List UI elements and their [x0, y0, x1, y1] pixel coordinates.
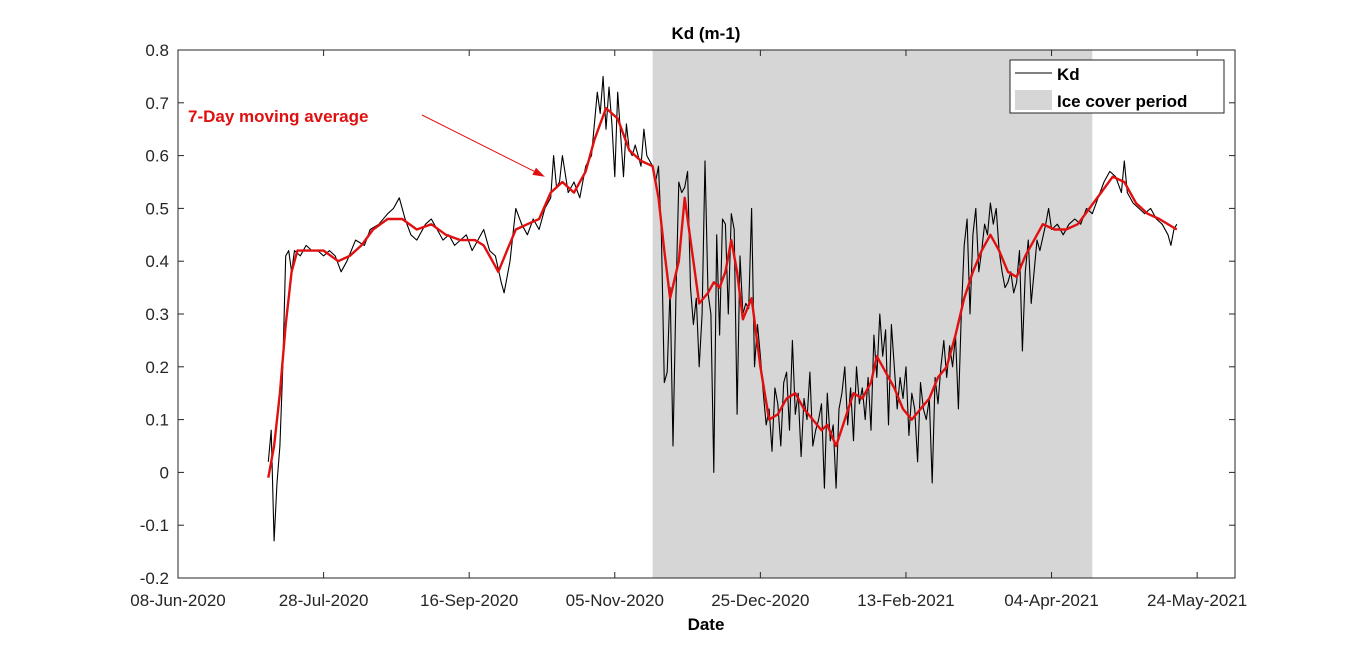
series-layer: [267, 75, 1178, 542]
y-tick-label: 0.4: [145, 252, 169, 271]
x-tick-label: 24-May-2021: [1147, 591, 1247, 610]
x-tick-label: 13-Feb-2021: [857, 591, 954, 610]
y-axis: -0.2 -0.1 0 0.1 0.2 0.3 0.4 0.5 0.6 0.7 0.8: [140, 41, 1235, 588]
y-tick-label: 0.7: [145, 94, 169, 113]
x-tick-label: 25-Dec-2020: [711, 591, 809, 610]
ice-cover-region: [652, 50, 1093, 578]
legend-kd-label: Kd: [1057, 65, 1080, 84]
kd-series-line: [267, 75, 1178, 542]
annotation-arrow-line: [421, 114, 535, 172]
y-tick-label: 0.3: [145, 305, 169, 324]
x-tick-label: 08-Jun-2020: [130, 591, 225, 610]
y-tick-label: 0.5: [145, 199, 169, 218]
y-tick-label: 0: [160, 463, 169, 482]
x-axis: 08-Jun-2020 28-Jul-2020 16-Sep-2020 05-Nov-…: [130, 50, 1247, 610]
y-tick-label: 0.1: [145, 411, 169, 430]
y-tick-label: 0.8: [145, 41, 169, 60]
legend: Kd Ice cover period: [1009, 59, 1225, 114]
y-tick-label: -0.2: [140, 569, 169, 588]
chart-title: Kd (m-1): [672, 24, 741, 43]
x-tick-label: 05-Nov-2020: [566, 591, 664, 610]
x-tick-label: 16-Sep-2020: [420, 591, 518, 610]
y-tick-label: 0.6: [145, 147, 169, 166]
x-axis-label: Date: [688, 615, 725, 634]
x-tick-label: 28-Jul-2020: [279, 591, 369, 610]
legend-ice-swatch: [1015, 90, 1052, 110]
y-tick-label: -0.1: [140, 516, 169, 535]
annotation: 7-Day moving average: [188, 107, 545, 177]
annotation-arrow-head: [532, 167, 545, 177]
x-tick-label: 04-Apr-2021: [1004, 591, 1099, 610]
legend-ice-label: Ice cover period: [1057, 92, 1187, 111]
annotation-text: 7-Day moving average: [188, 107, 368, 126]
moving-average-line: [267, 106, 1178, 478]
y-tick-label: 0.2: [145, 358, 169, 377]
shade-layer: [652, 50, 1093, 578]
